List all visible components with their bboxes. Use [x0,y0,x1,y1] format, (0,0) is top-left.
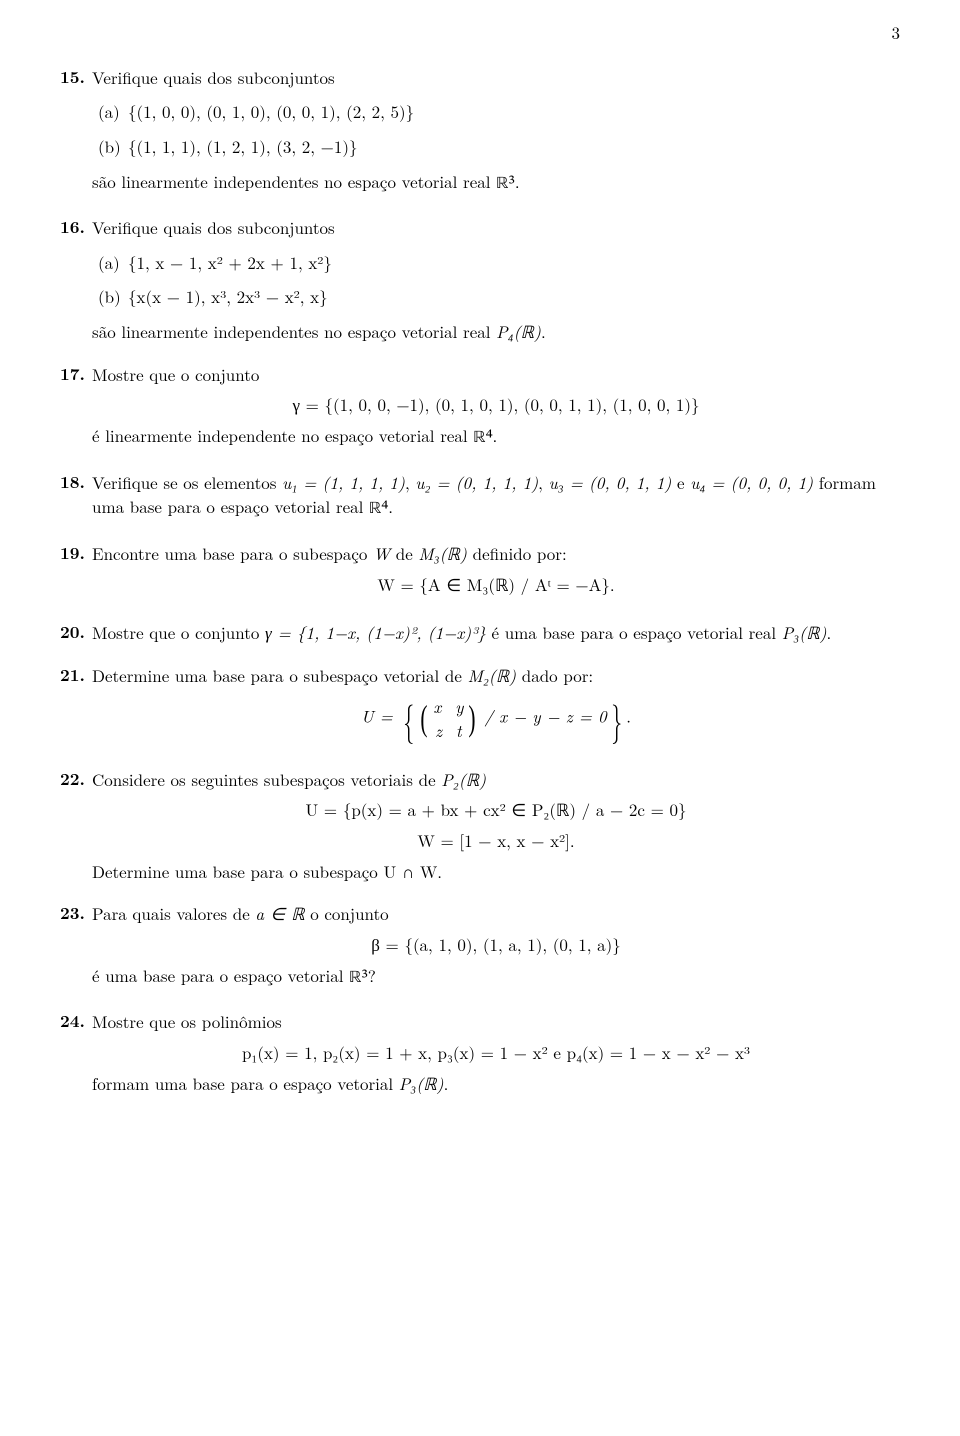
exercise-15: 15. Verifique quais dos subconjuntos (a)… [60,65,900,198]
exercise-text: são linearmente independentes no espaço … [92,319,496,343]
exercise-text: é uma base para o espaço vetorial real [486,620,782,644]
exercise-text: . [541,319,546,343]
exercise-text: Mostre que o conjunto [92,362,259,386]
exercise-number: 15. [60,65,92,198]
exercise-text: de [390,541,418,565]
math-expr: ℝ⁴ [473,430,492,447]
exercise-number: 17. [60,362,92,452]
exercise-text: Verifique se os elementos [92,470,282,494]
exercise-text: o conjunto [305,901,389,925]
math-expr: {x(x − 1), x³, 2x³ − x², x} [128,284,900,309]
sub-label: (b) [92,134,128,159]
exercise-text: Determine uma base para o subespaço U ∩ … [92,859,442,883]
exercise-text: são linearmente independentes no espaço … [92,169,496,193]
exercise-text: . [515,169,520,193]
exercise-text: dado por: [516,663,593,687]
exercise-text: Para quais valores de [92,901,255,925]
exercise-text: . [388,494,393,518]
exercise-20: 20. Mostre que o conjunto γ = {1, 1−x, (… [60,620,900,645]
exercise-text: Encontre uma base para o subespaço [92,541,373,565]
math-expr: P₂(ℝ) [441,767,486,791]
exercise-text: Mostre que o conjunto [92,620,265,644]
exercise-text: Determine uma base para o subespaço veto… [92,663,468,687]
math-expr: a ∈ ℝ [255,901,304,925]
exercise-text: , [405,470,415,494]
math-expr: u⃗₁ = (1, 1, 1, 1) [282,470,405,494]
exercise-number: 22. [60,767,92,884]
exercise-23: 23. Para quais valores de a ∈ ℝ o conjun… [60,901,900,991]
math-display: γ = {(1, 0, 0, −1), (0, 1, 0, 1), (0, 0,… [92,392,900,417]
exercise-19: 19. Encontre uma base para o subespaço W… [60,541,900,602]
exercise-text: formam uma base para o espaço vetorial [92,1071,399,1095]
sub-label: (b) [92,284,128,309]
exercise-17: 17. Mostre que o conjunto γ = {(1, 0, 0,… [60,362,900,452]
math-expr: u⃗₂ = (0, 1, 1, 1) [415,470,538,494]
math-expr: {1, x − 1, x² + 2x + 1, x²} [128,250,900,275]
exercise-number: 19. [60,541,92,602]
math-expr: u⃗₄ = (0, 0, 0, 1) [690,470,813,494]
math-display: W = [1 − x, x − x²]. [92,828,900,853]
exercise-number: 21. [60,663,92,749]
exercise-22: 22. Considere os seguintes subespaços ve… [60,767,900,884]
exercise-text: Considere os seguintes subespaços vetori… [92,767,441,791]
math-expr: P₄(ℝ) [496,319,541,343]
exercise-text: , [538,470,548,494]
exercise-text: . [827,620,832,644]
sub-label: (a) [92,99,128,124]
math-expr: ℝ⁴ [369,501,388,518]
math-display: β = {(a, 1, 0), (1, a, 1), (0, 1, a)} [92,932,900,957]
sub-label: (a) [92,250,128,275]
exercise-18: 18. Verifique se os elementos u⃗₁ = (1, … [60,470,900,523]
math-expr: M₂(ℝ) [468,663,517,687]
exercise-text: ? [368,963,376,987]
exercise-number: 24. [60,1009,92,1095]
exercise-number: 20. [60,620,92,645]
math-expr: ℝ³ [496,176,515,193]
math-display: p₁(x) = 1, p₂(x) = 1 + x, p₃(x) = 1 − x²… [92,1040,900,1065]
exercise-number: 18. [60,470,92,523]
math-expr: W [373,541,390,565]
exercise-number: 16. [60,215,92,344]
exercise-number: 23. [60,901,92,991]
exercise-text: definido por: [467,541,567,565]
math-expr: M₃(ℝ) [418,541,467,565]
math-display: U = {p(x) = a + bx + cx² ∈ P₂(ℝ) / a − 2… [92,797,900,822]
exercise-text: . [444,1071,449,1095]
math-expr: {(1, 1, 1), (1, 2, 1), (3, 2, −1)} [128,134,900,159]
exercise-21: 21. Determine uma base para o subespaço … [60,663,900,749]
math-display: U = {(xyzt) / x − y − z = 0}. [92,694,900,743]
math-expr: {(1, 0, 0), (0, 1, 0), (0, 0, 1), (2, 2,… [128,99,900,124]
math-expr: γ = {1, 1−x, (1−x)², (1−x)³} [265,620,486,644]
exercise-text: Verifique quais dos subconjuntos [92,215,335,239]
math-expr: P₃(ℝ) [399,1071,444,1095]
math-expr: u⃗₃ = (0, 0, 1, 1) [549,470,672,494]
exercise-text: Verifique quais dos subconjuntos [92,65,335,89]
exercise-text: Mostre que os polinômios [92,1009,282,1033]
math-expr: P₃(ℝ) [782,620,827,644]
page-number: 3 [60,20,900,45]
math-display: W = {A ∈ M₃(ℝ) / Aᵗ = −A}. [92,572,900,597]
exercise-text: e [671,470,690,494]
exercise-24: 24. Mostre que os polinômios p₁(x) = 1, … [60,1009,900,1095]
exercise-text: é uma base para o espaço vetorial [92,963,349,987]
exercise-text: . [493,423,498,447]
math-expr: ℝ³ [349,970,368,987]
exercise-text: é linearmente independente no espaço vet… [92,423,473,447]
exercise-16: 16. Verifique quais dos subconjuntos (a)… [60,215,900,344]
